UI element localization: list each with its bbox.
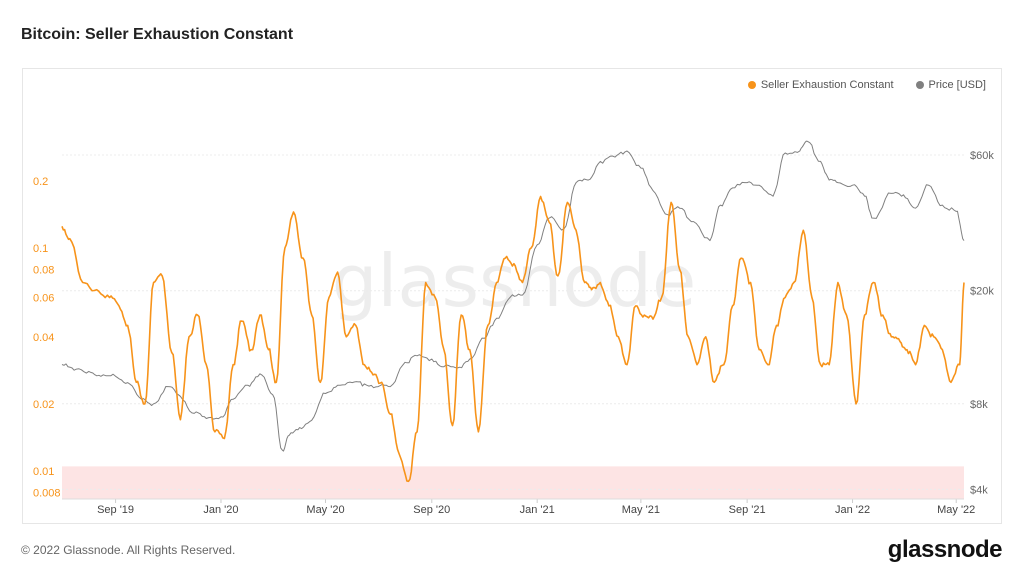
x-axis-tick-label: Sep '21 xyxy=(729,504,766,516)
left-axis-tick-label: 0.1 xyxy=(33,243,48,255)
x-axis-tick-label: Jan '20 xyxy=(203,504,238,516)
legend-dot-orange-icon xyxy=(747,81,756,89)
watermark: glassnode xyxy=(332,239,697,323)
shaded-band xyxy=(62,466,964,499)
x-axis-tick-label: Jan '22 xyxy=(835,504,870,516)
left-axis-tick-label: 0.04 xyxy=(33,332,54,344)
left-axis-tick-label: 0.02 xyxy=(33,399,54,411)
chart-panel xyxy=(22,68,1002,524)
left-axis-tick-label: 0.008 xyxy=(33,488,61,500)
series-line-price xyxy=(61,140,965,452)
right-axis-tick-label: $60k xyxy=(970,150,994,162)
right-axis-tick-label: $8k xyxy=(970,399,988,411)
x-axis-tick-label: May '20 xyxy=(306,504,344,516)
left-axis-tick-label: 0.06 xyxy=(33,292,54,304)
legend-label-seller-exhaustion: Seller Exhaustion Constant xyxy=(760,79,894,91)
x-axis-tick-label: May '22 xyxy=(937,504,975,516)
legend-item-price[interactable]: Price [USD] xyxy=(915,79,986,91)
x-axis-tick-label: Jan '21 xyxy=(520,504,555,516)
x-axis-tick-label: Sep '19 xyxy=(97,504,134,516)
glassnode-logo: glassnode xyxy=(887,536,1003,563)
right-axis-tick-label: $20k xyxy=(970,286,994,298)
x-axis-tick-label: Sep '20 xyxy=(413,504,450,516)
legend-item-seller-exhaustion[interactable]: Seller Exhaustion Constant xyxy=(747,79,894,91)
legend-label-price: Price [USD] xyxy=(928,79,986,91)
x-axis-tick-label: May '21 xyxy=(622,504,660,516)
left-axis-tick-label: 0.08 xyxy=(33,265,54,277)
chart-legend: Seller Exhaustion Constant Price [USD] xyxy=(747,79,986,91)
page-title: Bitcoin: Seller Exhaustion Constant xyxy=(21,26,294,43)
right-axis-tick-label: $4k xyxy=(970,484,988,496)
legend-dot-gray-icon xyxy=(915,81,924,89)
left-axis-tick-label: 0.01 xyxy=(33,466,54,478)
copyright-text: © 2022 Glassnode. All Rights Reserved. xyxy=(21,543,236,557)
series-line-seller-exhaustion xyxy=(61,195,965,483)
left-axis-tick-label: 0.2 xyxy=(33,176,48,188)
